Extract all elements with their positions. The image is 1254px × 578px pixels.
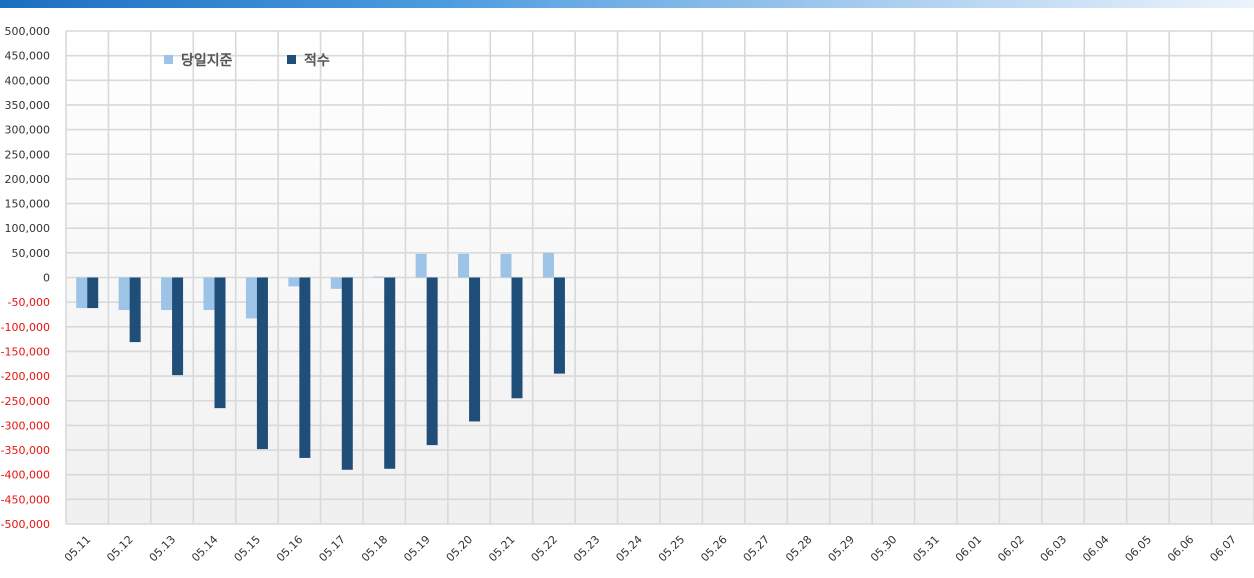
- y-tick-label: 350,000: [5, 99, 51, 112]
- legend-label-cumulative: 적수: [304, 52, 330, 69]
- bar-cumulative: [172, 277, 184, 376]
- bar-current: [203, 277, 215, 311]
- x-tick-label: 05.27: [741, 533, 772, 564]
- y-tick-label: -450,000: [1, 493, 50, 506]
- x-tick-label: 05.23: [571, 533, 602, 564]
- grid-lines: [65, 30, 1254, 525]
- y-tick-label: 250,000: [5, 148, 51, 161]
- bar-current: [288, 277, 300, 287]
- bar-current: [118, 277, 130, 311]
- x-tick-label: 05.12: [104, 533, 135, 564]
- legend-label-current: 당일지준: [181, 52, 233, 69]
- x-axis: 05.11 05.12 05.13 05.14 05.15 05.16 05.17 05.18…: [62, 533, 1239, 564]
- x-tick-label: 05.21: [486, 533, 517, 564]
- x-tick-label: 05.31: [910, 533, 941, 564]
- y-tick-label: 500,000: [5, 25, 51, 38]
- y-tick-label: 200,000: [5, 173, 51, 186]
- x-tick-label: 06.06: [1165, 533, 1196, 564]
- bar-cumulative: [341, 277, 353, 470]
- top-accent-bar: [0, 0, 1254, 8]
- bar-current: [245, 277, 257, 319]
- y-tick-label: 0: [43, 272, 50, 285]
- bar-cumulative: [256, 277, 268, 450]
- y-tick-label: -100,000: [1, 321, 50, 334]
- x-tick-label: 05.25: [656, 533, 687, 564]
- x-tick-label: 06.01: [953, 533, 984, 564]
- bar-cumulative: [511, 277, 523, 399]
- bar-current: [542, 252, 554, 278]
- x-tick-label: 06.05: [1123, 533, 1154, 564]
- x-tick-label: 05.28: [783, 533, 814, 564]
- x-tick-label: 05.16: [274, 533, 305, 564]
- x-tick-label: 05.19: [401, 533, 432, 564]
- x-tick-label: 05.20: [444, 533, 475, 564]
- legend-swatch-cumulative: [287, 55, 296, 64]
- y-tick-label: 100,000: [5, 222, 51, 235]
- bar-current: [415, 253, 427, 278]
- bar-cumulative: [299, 277, 311, 458]
- bar-cumulative: [87, 277, 99, 309]
- y-tick-label: -50,000: [8, 296, 50, 309]
- bar-cumulative: [426, 277, 438, 446]
- y-tick-label: -200,000: [1, 370, 50, 383]
- bar-current: [330, 277, 342, 289]
- y-tick-label: 150,000: [5, 198, 51, 211]
- x-tick-label: 05.26: [698, 533, 729, 564]
- y-tick-label: 450,000: [5, 50, 51, 63]
- x-tick-label: 05.13: [147, 533, 178, 564]
- y-tick-label: -500,000: [1, 518, 50, 531]
- bar-current: [76, 277, 88, 309]
- bar-current: [373, 276, 385, 278]
- y-tick-label: -300,000: [1, 419, 50, 432]
- y-tick-label: -350,000: [1, 444, 50, 457]
- y-tick-label: -150,000: [1, 345, 50, 358]
- x-tick-label: 06.07: [1207, 533, 1238, 564]
- x-tick-label: 06.03: [1038, 533, 1069, 564]
- y-tick-label: 50,000: [12, 247, 51, 260]
- y-tick-label: 300,000: [5, 124, 51, 137]
- y-tick-label: -250,000: [1, 395, 50, 408]
- bar-cumulative: [553, 277, 565, 374]
- x-tick-label: 05.17: [316, 533, 347, 564]
- y-tick-label: -400,000: [1, 469, 50, 482]
- legend: 당일지준 적수: [164, 52, 330, 69]
- x-tick-label: 05.11: [62, 533, 93, 564]
- x-tick-label: 05.24: [613, 533, 644, 564]
- legend-swatch-current: [164, 55, 173, 64]
- bar-current: [458, 253, 470, 278]
- x-tick-label: 06.04: [1080, 533, 1111, 564]
- x-tick-label: 06.02: [995, 533, 1026, 564]
- y-axis: 500,000 450,000 400,000 350,000 300,000 250,0…: [1, 25, 50, 531]
- bar-cumulative: [214, 277, 226, 409]
- bar-current: [161, 277, 173, 311]
- x-tick-label: 05.15: [232, 533, 263, 564]
- x-tick-label: 05.14: [189, 533, 220, 564]
- x-tick-label: 05.29: [826, 533, 857, 564]
- bar-current: [500, 253, 512, 278]
- y-tick-label: 400,000: [5, 74, 51, 87]
- x-tick-label: 05.18: [359, 533, 390, 564]
- bar-cumulative: [129, 277, 141, 343]
- bar-cumulative: [469, 277, 481, 422]
- x-tick-label: 05.22: [529, 533, 560, 564]
- x-tick-label: 05.30: [868, 533, 899, 564]
- bar-series: [76, 252, 565, 470]
- bar-cumulative: [384, 277, 396, 469]
